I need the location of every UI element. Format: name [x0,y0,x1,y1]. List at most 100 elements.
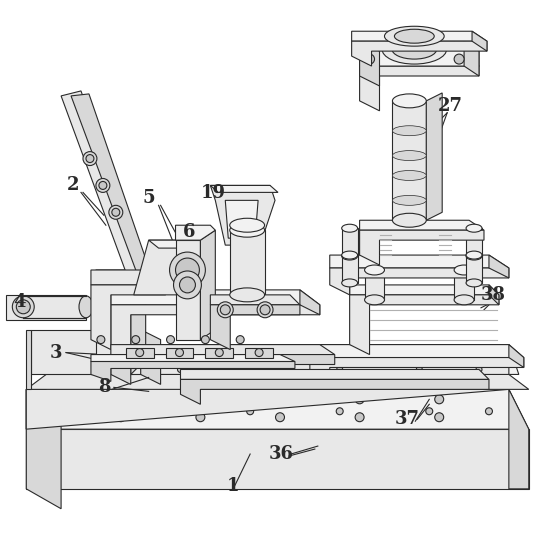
Circle shape [365,38,375,48]
Polygon shape [472,31,487,51]
Polygon shape [489,285,499,305]
Polygon shape [211,305,300,350]
Circle shape [476,366,482,373]
Polygon shape [6,295,86,320]
Polygon shape [91,285,166,350]
Text: 27: 27 [438,97,463,115]
Polygon shape [91,361,295,381]
Polygon shape [360,66,479,111]
Circle shape [196,413,205,422]
Circle shape [337,366,343,373]
Circle shape [276,395,284,404]
Polygon shape [393,101,426,220]
Polygon shape [300,290,320,315]
Ellipse shape [393,94,426,108]
Circle shape [202,336,209,344]
Circle shape [98,366,104,373]
Circle shape [116,413,125,422]
Polygon shape [454,270,474,300]
Polygon shape [91,270,166,285]
Circle shape [257,302,273,318]
Circle shape [109,205,123,219]
Polygon shape [148,240,211,248]
Polygon shape [230,230,265,295]
Circle shape [267,354,273,361]
Polygon shape [206,347,233,358]
Circle shape [178,366,184,373]
Polygon shape [489,255,509,278]
Circle shape [255,349,263,357]
Polygon shape [352,41,487,66]
Circle shape [175,258,199,282]
Text: 5: 5 [142,190,155,207]
Polygon shape [26,389,61,509]
Circle shape [217,302,233,318]
Circle shape [96,178,110,192]
Polygon shape [360,41,479,66]
Circle shape [77,408,85,415]
Circle shape [257,366,263,373]
Ellipse shape [393,126,426,136]
Circle shape [77,354,85,361]
Ellipse shape [230,288,264,302]
Polygon shape [360,230,484,265]
Polygon shape [166,347,193,358]
Polygon shape [26,389,529,429]
Polygon shape [91,354,295,361]
Polygon shape [111,290,320,305]
Ellipse shape [16,300,30,314]
Polygon shape [330,268,509,295]
Circle shape [454,54,464,64]
Polygon shape [180,380,489,404]
Circle shape [196,395,205,404]
Ellipse shape [393,171,426,180]
Text: 38: 38 [480,286,506,304]
Circle shape [456,354,463,361]
Ellipse shape [385,26,444,46]
Ellipse shape [393,213,426,227]
Circle shape [112,208,120,216]
Circle shape [127,354,134,361]
Ellipse shape [454,295,474,305]
Polygon shape [342,228,358,256]
Ellipse shape [365,265,385,275]
Circle shape [197,354,204,361]
Polygon shape [365,270,385,300]
Polygon shape [26,330,31,389]
Polygon shape [61,91,146,280]
Circle shape [236,336,244,344]
Polygon shape [175,225,216,240]
Circle shape [99,182,107,190]
Ellipse shape [394,29,434,43]
Circle shape [416,366,422,373]
Ellipse shape [466,224,482,232]
Ellipse shape [393,150,426,161]
Polygon shape [31,330,141,374]
Polygon shape [509,389,529,489]
Polygon shape [360,220,484,230]
Polygon shape [349,285,499,295]
Polygon shape [26,345,509,429]
Circle shape [166,336,175,344]
Ellipse shape [392,39,437,59]
Polygon shape [111,345,335,354]
Ellipse shape [79,296,93,318]
Polygon shape [426,93,442,220]
Polygon shape [46,345,519,374]
Polygon shape [96,270,146,295]
Polygon shape [126,347,153,358]
Circle shape [174,271,202,299]
Polygon shape [509,345,524,367]
Circle shape [220,305,230,315]
Circle shape [435,413,444,422]
Circle shape [426,408,433,415]
Circle shape [162,408,169,415]
Text: 1: 1 [227,477,240,495]
Text: 19: 19 [201,184,226,202]
Ellipse shape [342,279,358,287]
Circle shape [97,336,105,344]
Polygon shape [71,94,151,278]
Text: 4: 4 [13,293,26,311]
Circle shape [336,408,343,415]
Text: 8: 8 [97,379,110,396]
